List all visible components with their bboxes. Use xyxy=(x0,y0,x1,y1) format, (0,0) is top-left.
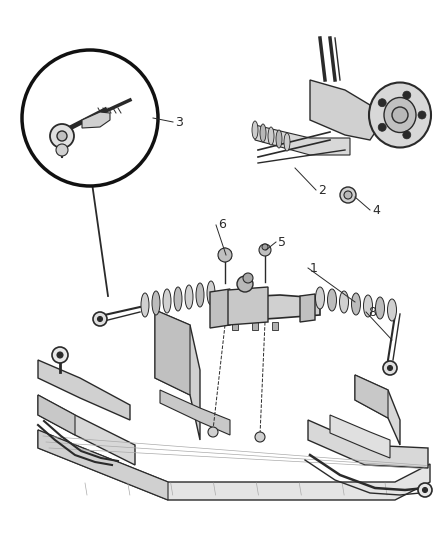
Polygon shape xyxy=(82,112,110,128)
Circle shape xyxy=(93,312,107,326)
Polygon shape xyxy=(160,390,230,435)
Circle shape xyxy=(403,91,411,99)
Polygon shape xyxy=(38,395,75,435)
Ellipse shape xyxy=(252,121,258,139)
Circle shape xyxy=(418,111,426,119)
Polygon shape xyxy=(355,375,400,445)
Circle shape xyxy=(388,366,392,370)
Circle shape xyxy=(50,124,74,148)
Circle shape xyxy=(98,317,102,321)
Circle shape xyxy=(392,107,408,123)
Ellipse shape xyxy=(152,291,160,315)
Ellipse shape xyxy=(268,127,274,145)
Text: 1: 1 xyxy=(310,262,318,274)
Circle shape xyxy=(378,99,386,107)
Ellipse shape xyxy=(141,293,149,317)
Circle shape xyxy=(344,191,352,199)
Text: 5: 5 xyxy=(278,236,286,248)
Circle shape xyxy=(383,361,397,375)
Text: 4: 4 xyxy=(372,204,380,216)
Polygon shape xyxy=(300,294,315,322)
Circle shape xyxy=(423,488,427,492)
Polygon shape xyxy=(38,430,168,500)
Polygon shape xyxy=(255,125,350,155)
Bar xyxy=(252,322,258,330)
Polygon shape xyxy=(38,395,135,465)
Text: 6: 6 xyxy=(218,219,226,231)
Ellipse shape xyxy=(375,297,385,319)
Ellipse shape xyxy=(364,295,372,317)
Text: 8: 8 xyxy=(368,305,376,319)
Text: 3: 3 xyxy=(175,116,183,128)
Circle shape xyxy=(208,427,218,437)
Circle shape xyxy=(218,248,232,262)
Polygon shape xyxy=(228,287,268,325)
Circle shape xyxy=(403,131,411,139)
Circle shape xyxy=(52,347,68,363)
Circle shape xyxy=(237,276,253,292)
Ellipse shape xyxy=(276,130,282,148)
Polygon shape xyxy=(210,289,230,328)
Ellipse shape xyxy=(384,98,416,133)
Ellipse shape xyxy=(207,281,215,305)
Ellipse shape xyxy=(174,287,182,311)
Ellipse shape xyxy=(163,289,171,313)
Ellipse shape xyxy=(339,291,349,313)
Circle shape xyxy=(418,483,432,497)
Circle shape xyxy=(262,244,268,250)
Ellipse shape xyxy=(328,289,336,311)
Circle shape xyxy=(22,50,158,186)
Polygon shape xyxy=(330,415,390,458)
Ellipse shape xyxy=(388,299,396,321)
Circle shape xyxy=(57,352,63,358)
Polygon shape xyxy=(155,310,200,440)
Ellipse shape xyxy=(369,83,431,148)
Circle shape xyxy=(56,144,68,156)
Polygon shape xyxy=(38,430,430,500)
Ellipse shape xyxy=(185,285,193,309)
Ellipse shape xyxy=(315,287,325,309)
Ellipse shape xyxy=(352,293,360,315)
Polygon shape xyxy=(220,295,320,322)
Ellipse shape xyxy=(260,124,266,142)
Polygon shape xyxy=(310,80,380,140)
Text: 2: 2 xyxy=(318,183,326,197)
Circle shape xyxy=(255,432,265,442)
Circle shape xyxy=(259,244,271,256)
Polygon shape xyxy=(355,375,388,418)
Polygon shape xyxy=(308,420,428,468)
Circle shape xyxy=(340,187,356,203)
Ellipse shape xyxy=(196,283,204,307)
Circle shape xyxy=(378,123,386,131)
Circle shape xyxy=(243,273,253,283)
Polygon shape xyxy=(155,310,190,395)
Bar xyxy=(232,322,238,330)
Ellipse shape xyxy=(284,133,290,151)
Circle shape xyxy=(57,131,67,141)
Bar xyxy=(272,322,278,330)
Polygon shape xyxy=(38,360,130,420)
